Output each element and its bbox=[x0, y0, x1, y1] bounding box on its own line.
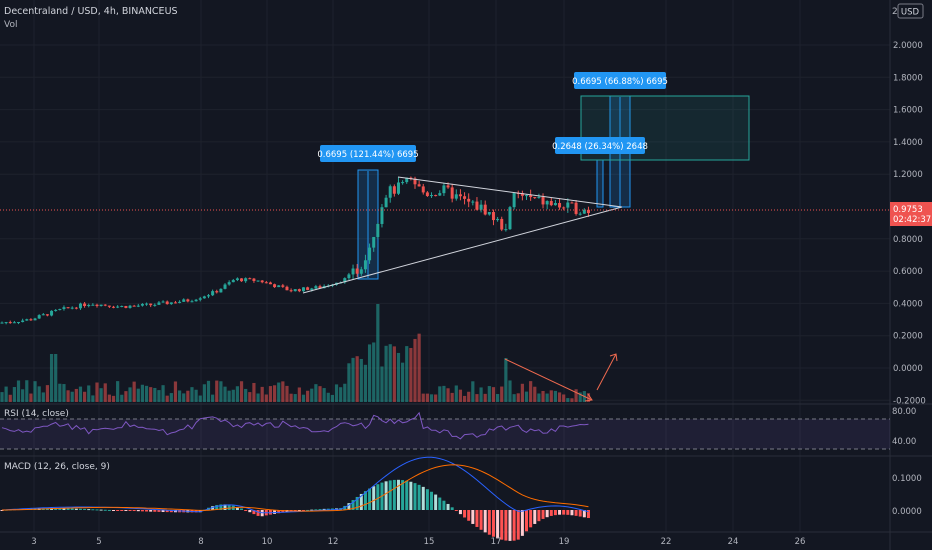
current-price-label: 0.9753 02:42:37 bbox=[890, 202, 932, 226]
price-tick-label: -0.2000 bbox=[893, 396, 926, 406]
current-price-value: 0.9753 bbox=[893, 205, 923, 215]
price-axis[interactable]: 2.0000 1.8000 1.6000 1.4000 1.2000 0.8000 0.60… bbox=[893, 41, 926, 406]
time-tick-label: 3 bbox=[31, 537, 36, 547]
time-tick-label: 10 bbox=[262, 537, 273, 547]
time-tick-label: 19 bbox=[559, 537, 570, 547]
price-tick-label: 0.6000 bbox=[893, 267, 923, 277]
macd-tick-0: 0.0000 bbox=[892, 507, 922, 517]
measure-label-2: 0.2648 (26.34%) 2648 bbox=[552, 137, 648, 154]
time-tick-label: 5 bbox=[96, 537, 101, 547]
price-tick-label: 0.4000 bbox=[893, 299, 923, 309]
price-tick-label: 1.8000 bbox=[893, 73, 923, 83]
volume-bars bbox=[0, 304, 591, 402]
time-axis[interactable]: 3 5 8 10 12 15 17 19 22 24 26 bbox=[31, 537, 805, 547]
measure-tool-1[interactable] bbox=[357, 169, 379, 280]
candlesticks bbox=[0, 176, 590, 325]
currency-label: USD bbox=[901, 8, 920, 18]
measure-label-3: 0.6695 (66.88%) 6695 bbox=[572, 72, 668, 89]
rsi-line bbox=[1, 411, 589, 440]
symbol-title[interactable]: Decentraland / USD, 4h, BINANCEUS bbox=[4, 6, 178, 17]
time-tick-label: 8 bbox=[198, 537, 203, 547]
triangle-pattern[interactable] bbox=[302, 176, 623, 294]
measure-label-2-text: 0.2648 (26.34%) 2648 bbox=[552, 142, 648, 152]
price-tick-label: 1.2000 bbox=[893, 170, 923, 180]
rsi-tick-40: 40.00 bbox=[892, 437, 916, 447]
time-tick-label: 22 bbox=[661, 537, 672, 547]
breakout-arrow[interactable] bbox=[596, 353, 618, 391]
rsi-tick-80: 80.00 bbox=[892, 407, 916, 417]
macd-tick-0.1: 0.1000 bbox=[892, 474, 922, 484]
grid bbox=[0, 0, 890, 532]
price-tick-label: 0.8000 bbox=[893, 235, 923, 245]
volume-trend-arrow[interactable] bbox=[504, 358, 593, 402]
price-tick-label: 0.0000 bbox=[893, 364, 923, 374]
scale-number: 2 bbox=[892, 7, 898, 17]
rsi-label[interactable]: RSI (14, close) bbox=[4, 409, 69, 419]
macd-histogram bbox=[0, 479, 590, 541]
rsi-band bbox=[0, 419, 890, 449]
measure-label-1: 0.6695 (121.44%) 6695 bbox=[317, 145, 419, 162]
volume-label[interactable]: Vol bbox=[4, 20, 17, 30]
price-tick-label: 1.4000 bbox=[893, 138, 923, 148]
measure-label-3-text: 0.6695 (66.88%) 6695 bbox=[572, 77, 668, 87]
time-tick-label: 17 bbox=[491, 537, 502, 547]
measure-label-1-text: 0.6695 (121.44%) 6695 bbox=[317, 150, 418, 160]
time-tick-label: 12 bbox=[328, 537, 339, 547]
time-tick-label: 26 bbox=[795, 537, 806, 547]
macd-label[interactable]: MACD (12, 26, close, 9) bbox=[4, 462, 110, 472]
candle-countdown: 02:42:37 bbox=[893, 215, 931, 225]
time-tick-label: 24 bbox=[728, 537, 739, 547]
macd-signal-line bbox=[2, 464, 589, 512]
measure-tool-2[interactable] bbox=[596, 159, 604, 208]
currency-button[interactable] bbox=[897, 3, 924, 19]
time-tick-label: 15 bbox=[424, 537, 435, 547]
price-tick-label: 0.2000 bbox=[893, 332, 923, 342]
price-tick-label: 1.6000 bbox=[893, 106, 923, 116]
price-tick-label: 2.0000 bbox=[893, 41, 923, 51]
